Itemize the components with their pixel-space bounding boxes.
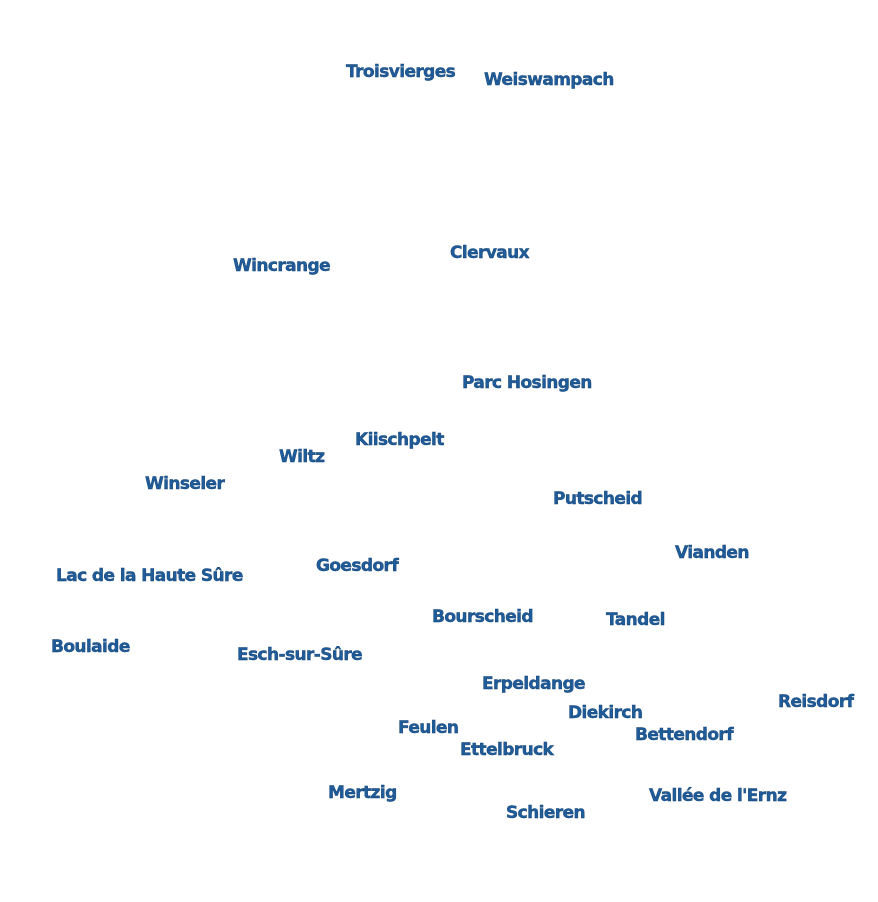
place-label-parc-hosingen[interactable]: Parc Hosingen: [462, 373, 593, 393]
place-label-feulen[interactable]: Feulen: [398, 718, 459, 738]
place-label-ettelbruck[interactable]: Ettelbruck: [460, 740, 554, 760]
place-label-weiswampach[interactable]: Weiswampach: [484, 70, 615, 90]
place-label-mertzig[interactable]: Mertzig: [328, 783, 398, 803]
place-label-troisvierges[interactable]: Troisvierges: [346, 62, 456, 82]
place-label-schieren[interactable]: Schieren: [506, 803, 586, 823]
place-label-vianden[interactable]: Vianden: [675, 543, 750, 563]
place-label-bourscheid[interactable]: Bourscheid: [432, 607, 534, 627]
place-label-diekirch[interactable]: Diekirch: [568, 703, 643, 723]
place-label-bettendorf[interactable]: Bettendorf: [635, 725, 734, 745]
place-label-reisdorf[interactable]: Reisdorf: [778, 692, 854, 712]
place-label-tandel[interactable]: Tandel: [606, 610, 666, 630]
place-label-goesdorf[interactable]: Goesdorf: [316, 556, 399, 576]
place-label-kiischpelt[interactable]: Kiischpelt: [355, 430, 445, 450]
place-label-winseler[interactable]: Winseler: [145, 474, 225, 494]
place-label-wincrange[interactable]: Wincrange: [233, 256, 331, 276]
place-label-erpeldange[interactable]: Erpeldange: [482, 674, 586, 694]
place-label-putscheid[interactable]: Putscheid: [553, 489, 643, 509]
place-label-boulaide[interactable]: Boulaide: [51, 637, 131, 657]
place-label-lac-de-la-haute-sure[interactable]: Lac de la Haute Sûre: [56, 566, 244, 586]
place-label-esch-sur-sure[interactable]: Esch-sur-Sûre: [237, 645, 363, 665]
place-label-wiltz[interactable]: Wiltz: [279, 447, 325, 467]
place-label-clervaux[interactable]: Clervaux: [450, 243, 530, 263]
place-label-vallee-de-lernz[interactable]: Vallée de l'Ernz: [649, 786, 787, 806]
